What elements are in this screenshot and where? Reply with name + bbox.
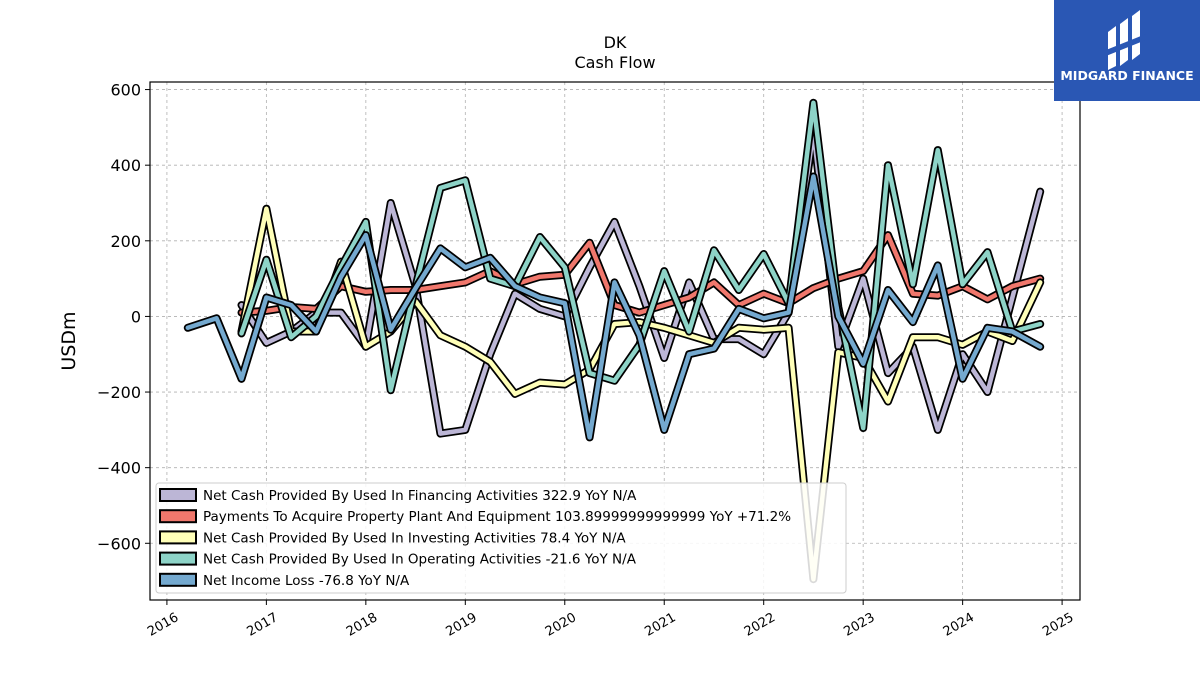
y-tick-label: −600: [97, 534, 141, 553]
midgard-finance-logo: MIDGARD FINANCE: [1054, 0, 1200, 101]
chart-title: DK: [604, 33, 627, 52]
legend-swatch: [159, 488, 197, 502]
logo-text: MIDGARD FINANCE: [1060, 68, 1194, 83]
legend-label: Net Income Loss -76.8 YoY N/A: [203, 573, 410, 589]
legend-swatch: [159, 509, 197, 524]
y-tick-label: −200: [97, 383, 141, 402]
series-2: [237, 204, 1045, 584]
x-tick-label: 2024: [941, 610, 977, 640]
x-tick-label: 2021: [642, 610, 678, 640]
chart-subtitle: Cash Flow: [574, 53, 655, 72]
x-tick-label: 2020: [543, 610, 579, 640]
series-line: [239, 206, 1043, 582]
x-tick-label: 2025: [1040, 610, 1076, 640]
x-tick-label: 2023: [841, 610, 877, 640]
legend-label: Net Cash Provided By Used In Investing A…: [203, 530, 626, 546]
legend: Net Cash Provided By Used In Financing A…: [155, 482, 847, 594]
series-0: [237, 127, 1045, 438]
x-tick-label: 2016: [145, 610, 181, 640]
x-tick-label: 2022: [742, 610, 778, 640]
legend-box: [155, 482, 847, 594]
y-tick-label: 0: [131, 307, 141, 326]
legend-swatch: [159, 551, 197, 566]
x-tick-label: 2019: [443, 610, 479, 640]
series-line-outline: [237, 127, 1045, 438]
plot-frame: [149, 81, 1081, 601]
x-tick-label: 2018: [344, 610, 380, 640]
y-axis-label: USDm: [58, 311, 80, 370]
x-tick-label: 2017: [245, 610, 281, 640]
legend-label: Net Cash Provided By Used In Financing A…: [203, 488, 637, 504]
logo-mark-icon: [1106, 10, 1146, 70]
x-axis: 2016 2017 2018 2019 2020 2021 2022 2023 2024 2025: [145, 600, 1076, 640]
legend-label: Net Cash Provided By Used In Operating A…: [203, 552, 637, 568]
legend-swatch: [159, 530, 197, 545]
y-tick-label: 600: [110, 81, 141, 100]
y-tick-label: −400: [97, 459, 141, 478]
legend-label: Payments To Acquire Property Plant And E…: [203, 509, 791, 525]
legend-swatch: [159, 572, 197, 587]
y-tick-label: 200: [110, 232, 141, 251]
series-lines: [183, 98, 1045, 584]
series-line: [185, 174, 1043, 440]
y-tick-label: 400: [110, 156, 141, 175]
series-4: [183, 172, 1045, 442]
y-axis: −600 −400 −200 0 200 400 600: [97, 81, 150, 553]
